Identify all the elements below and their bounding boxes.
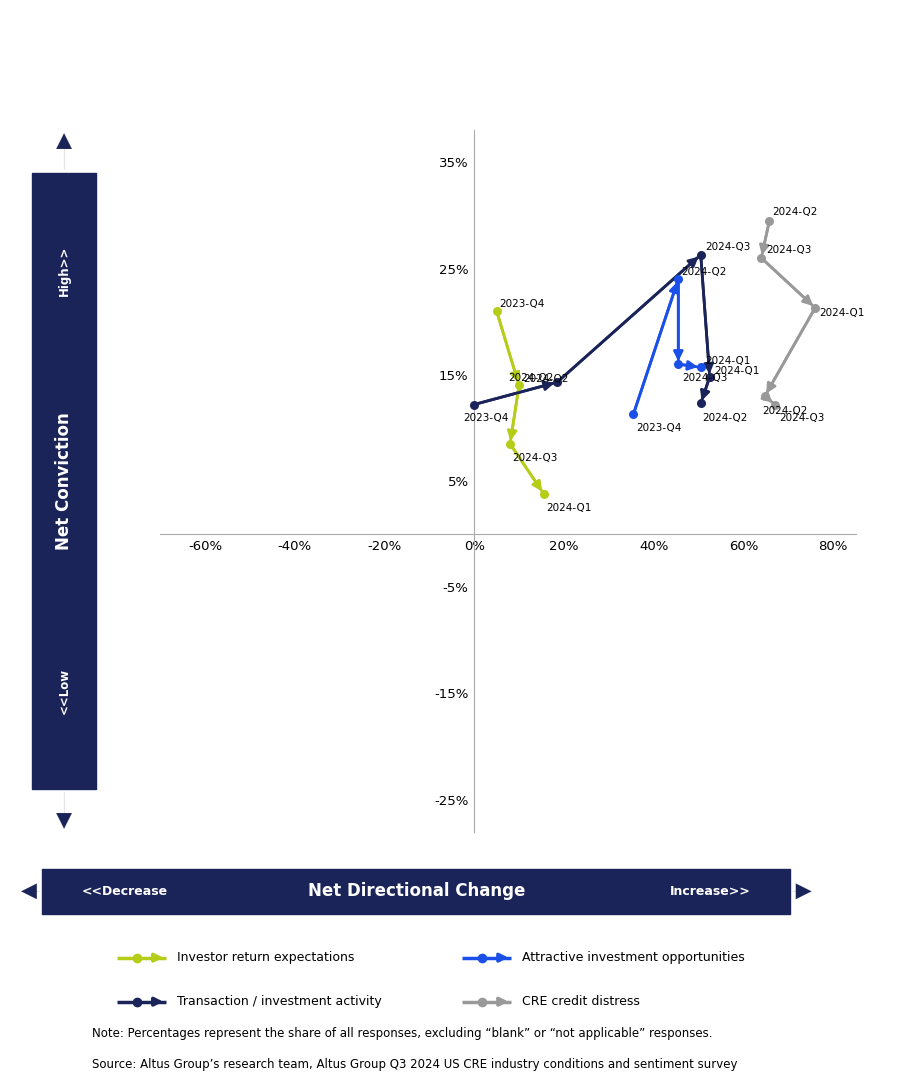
Transaction / investment activity <box>695 248 706 261</box>
Text: High>>: High>> <box>58 246 70 296</box>
Investor return expectations <box>491 304 502 317</box>
Transaction / investment activity <box>695 397 706 410</box>
Line: Transaction / investment activity: Transaction / investment activity <box>474 254 710 404</box>
CRE credit distress <box>756 251 767 264</box>
Text: 2024-Q2: 2024-Q2 <box>523 374 569 384</box>
Text: 2024-Q2: 2024-Q2 <box>772 208 818 217</box>
CRE credit distress <box>770 398 780 411</box>
CRE credit distress <box>810 301 821 314</box>
Text: 2024-Q3: 2024-Q3 <box>682 373 727 383</box>
Text: Transaction / investment activity: Transaction / investment activity <box>178 996 382 1008</box>
CRE credit distress <box>764 214 775 227</box>
Text: 2024-Q3: 2024-Q3 <box>512 452 557 463</box>
Transaction / investment activity <box>468 398 479 411</box>
Text: Increase>>: Increase>> <box>670 885 750 898</box>
Transaction / investment activity <box>552 376 563 389</box>
Line: CRE credit distress: CRE credit distress <box>761 221 815 404</box>
Text: 2024-Q2: 2024-Q2 <box>508 373 554 383</box>
Text: 2023-Q4: 2023-Q4 <box>463 413 509 423</box>
Text: 2024-Q2: 2024-Q2 <box>681 266 727 277</box>
Investor return expectations <box>513 379 524 392</box>
Text: Source: Altus Group’s research team, Altus Group Q3 2024 US CRE industry conditi: Source: Altus Group’s research team, Alt… <box>92 1058 737 1071</box>
Investor return expectations <box>538 487 549 500</box>
Line: Investor return expectations: Investor return expectations <box>497 311 544 493</box>
Text: 2024-Q1: 2024-Q1 <box>705 355 750 366</box>
Text: CRE credit distress: CRE credit distress <box>522 996 640 1008</box>
Text: Note: Percentages represent the share of all responses, excluding “blank” or “no: Note: Percentages represent the share of… <box>92 1027 712 1040</box>
Text: <<Low: <<Low <box>58 669 70 714</box>
Text: 2023-Q4: 2023-Q4 <box>500 299 544 309</box>
Text: 2024-Q1: 2024-Q1 <box>715 365 759 375</box>
Text: 2024-Q1: 2024-Q1 <box>820 308 865 318</box>
Text: 2024-Q3: 2024-Q3 <box>779 413 824 423</box>
Attractive investment opportunities <box>673 273 684 286</box>
Text: 2024-Q3: 2024-Q3 <box>766 246 812 255</box>
Text: Net Conviction: Net Conviction <box>55 412 73 550</box>
Text: 2024-Q1: 2024-Q1 <box>546 502 592 513</box>
Text: Investor return expectations: Investor return expectations <box>178 951 355 964</box>
CRE credit distress <box>759 389 770 402</box>
Line: Attractive investment opportunities: Attractive investment opportunities <box>633 279 701 414</box>
Text: Net Directional Change: Net Directional Change <box>307 883 525 900</box>
Text: 2024-Q2: 2024-Q2 <box>763 405 808 416</box>
Text: <<Decrease: <<Decrease <box>82 885 168 898</box>
Attractive investment opportunities <box>673 358 684 371</box>
Text: Attractive investment opportunities: Attractive investment opportunities <box>522 951 745 964</box>
Attractive investment opportunities <box>628 408 639 421</box>
Transaction / investment activity <box>705 371 716 384</box>
Investor return expectations <box>504 437 515 450</box>
Text: 2024-Q3: 2024-Q3 <box>705 242 750 252</box>
Attractive investment opportunities <box>695 361 706 374</box>
Text: 2024-Q2: 2024-Q2 <box>703 413 748 423</box>
Text: 2023-Q4: 2023-Q4 <box>636 423 682 433</box>
